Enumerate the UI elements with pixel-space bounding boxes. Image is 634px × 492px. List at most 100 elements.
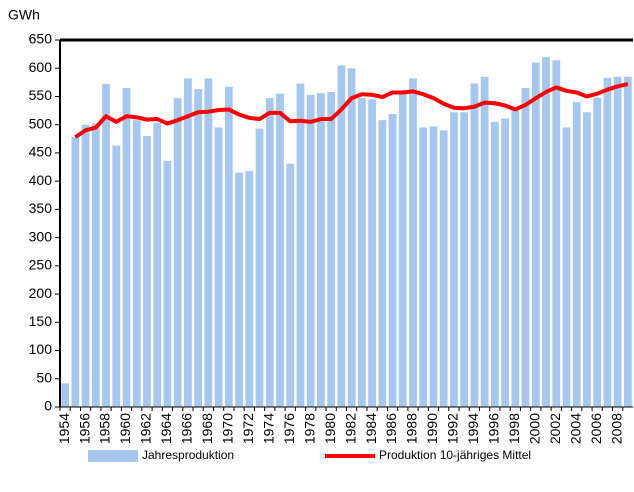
bar — [460, 112, 469, 408]
bar — [163, 160, 172, 407]
bar — [214, 127, 223, 407]
x-tick-label: 1992 — [445, 413, 461, 444]
x-tick-label: 1988 — [404, 413, 420, 444]
bar — [61, 383, 70, 407]
y-axis-title: GWh — [8, 7, 40, 23]
bar — [572, 102, 581, 407]
bar — [91, 123, 100, 407]
bar — [286, 163, 295, 407]
bar — [265, 98, 274, 407]
x-tick-label: 1968 — [199, 413, 215, 444]
bar — [306, 94, 315, 407]
bar — [132, 120, 141, 407]
bar — [501, 118, 509, 407]
bar — [409, 78, 417, 407]
bar — [552, 60, 561, 408]
x-tick-label: 1974 — [260, 413, 276, 444]
bar — [153, 122, 162, 407]
bar — [81, 124, 90, 407]
x-tick-label: 2008 — [608, 413, 624, 444]
bar — [511, 110, 520, 408]
y-tick-label: 150 — [29, 313, 53, 329]
bar — [593, 97, 602, 408]
x-tick-label: 1990 — [424, 413, 440, 444]
x-tick-label: 1986 — [383, 413, 399, 444]
x-tick-label: 1994 — [465, 413, 481, 444]
bar — [173, 98, 182, 407]
x-tick-label: 1954 — [56, 413, 72, 444]
bar — [317, 93, 325, 407]
x-tick-label: 1976 — [281, 413, 297, 444]
x-tick-label: 1960 — [117, 413, 133, 444]
legend-label: Produktion 10-jähriges Mittel — [379, 448, 531, 462]
bar — [368, 99, 376, 408]
bar — [337, 65, 346, 408]
y-tick-label: 0 — [44, 398, 52, 414]
legend-swatch — [88, 450, 138, 462]
y-tick-label: 600 — [29, 59, 53, 75]
bar — [521, 87, 530, 407]
bar — [347, 68, 356, 407]
y-tick-label: 400 — [29, 172, 53, 188]
x-tick-label: 1984 — [363, 413, 379, 444]
bar — [276, 93, 284, 407]
bar — [480, 76, 489, 407]
bar — [235, 172, 243, 407]
bar — [470, 83, 479, 407]
bar — [71, 137, 80, 408]
y-tick-label: 50 — [36, 369, 52, 385]
bar — [419, 127, 428, 407]
bar — [204, 78, 213, 407]
bar — [623, 76, 632, 407]
y-tick-label: 550 — [29, 87, 53, 103]
legend-label: Jahresproduktion — [142, 448, 234, 462]
x-tick-label: 1966 — [179, 413, 195, 444]
bar — [327, 91, 336, 408]
bar — [450, 112, 458, 408]
line — [74, 82, 629, 139]
y-tick-label: 350 — [29, 200, 53, 216]
bar — [224, 86, 233, 408]
bar — [583, 112, 591, 408]
x-tick-label: 1972 — [240, 413, 256, 444]
bar — [429, 126, 438, 407]
y-tick-label: 650 — [29, 31, 53, 47]
x-tick-label: 1982 — [342, 413, 358, 444]
bar — [112, 145, 121, 408]
bar — [603, 77, 612, 408]
bar — [531, 62, 540, 407]
x-tick-label: 1964 — [158, 413, 174, 444]
bar — [378, 120, 387, 407]
bar — [255, 128, 264, 407]
bar — [388, 113, 397, 408]
x-tick-label: 2002 — [547, 413, 563, 444]
y-tick-label: 200 — [29, 285, 53, 301]
bar — [439, 130, 448, 408]
bar — [562, 127, 571, 407]
bar — [184, 78, 192, 407]
bar — [542, 56, 550, 407]
x-tick-label: 1956 — [76, 413, 92, 444]
bar — [398, 93, 407, 407]
bar — [122, 87, 131, 407]
x-tick-label: 2000 — [526, 413, 542, 444]
x-tick-label: 1978 — [301, 413, 317, 444]
x-tick-label: 1962 — [138, 413, 154, 444]
y-tick-label: 450 — [29, 144, 53, 160]
x-tick-label: 2004 — [567, 413, 583, 444]
bar — [613, 76, 622, 407]
bar — [143, 135, 151, 407]
bar — [102, 84, 110, 407]
y-tick-label: 500 — [29, 115, 53, 131]
y-tick-label: 100 — [29, 341, 53, 357]
x-tick-label: 1996 — [486, 413, 502, 444]
bar — [357, 98, 366, 407]
bar — [245, 170, 254, 407]
x-tick-label: 1970 — [220, 413, 236, 444]
y-tick-label: 250 — [29, 257, 53, 273]
bar — [194, 89, 203, 408]
x-tick-label: 1980 — [322, 413, 338, 444]
bar — [296, 83, 305, 407]
x-tick-label: 1958 — [97, 413, 113, 444]
